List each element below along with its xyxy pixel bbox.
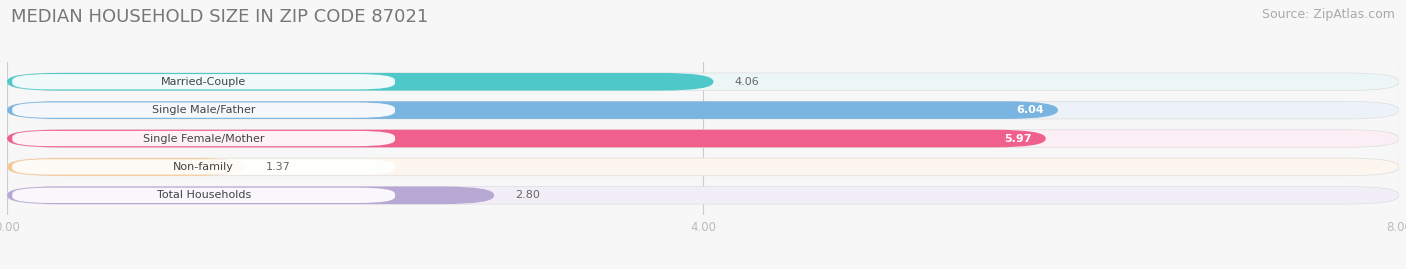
FancyBboxPatch shape [13,159,395,175]
Text: 5.97: 5.97 [1004,133,1032,144]
FancyBboxPatch shape [7,73,1399,91]
FancyBboxPatch shape [7,158,1399,176]
FancyBboxPatch shape [7,101,1399,119]
Text: 1.37: 1.37 [266,162,291,172]
FancyBboxPatch shape [7,158,246,176]
Text: 6.04: 6.04 [1017,105,1045,115]
FancyBboxPatch shape [7,73,713,91]
FancyBboxPatch shape [7,186,495,204]
FancyBboxPatch shape [7,130,1399,147]
Text: Source: ZipAtlas.com: Source: ZipAtlas.com [1261,8,1395,21]
Text: Total Households: Total Households [156,190,250,200]
Text: 2.80: 2.80 [515,190,540,200]
FancyBboxPatch shape [13,74,395,89]
FancyBboxPatch shape [13,188,395,203]
Text: MEDIAN HOUSEHOLD SIZE IN ZIP CODE 87021: MEDIAN HOUSEHOLD SIZE IN ZIP CODE 87021 [11,8,429,26]
Text: 4.06: 4.06 [734,77,759,87]
Text: Single Male/Father: Single Male/Father [152,105,256,115]
FancyBboxPatch shape [7,101,1057,119]
Text: Non-family: Non-family [173,162,233,172]
FancyBboxPatch shape [7,130,1046,147]
FancyBboxPatch shape [13,102,395,118]
FancyBboxPatch shape [13,131,395,146]
Text: Single Female/Mother: Single Female/Mother [143,133,264,144]
FancyBboxPatch shape [7,186,1399,204]
Text: Married-Couple: Married-Couple [162,77,246,87]
